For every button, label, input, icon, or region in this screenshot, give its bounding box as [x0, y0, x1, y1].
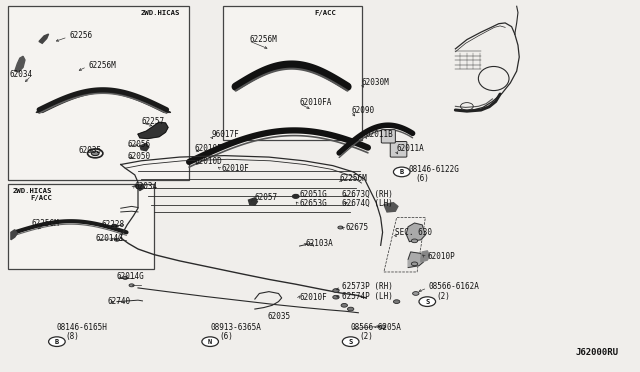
Text: 08146-6165H: 08146-6165H [57, 323, 108, 332]
Circle shape [49, 337, 65, 346]
Text: 2WD.HICAS
F/ACC: 2WD.HICAS F/ACC [12, 188, 52, 201]
Text: 08566-6205A: 08566-6205A [351, 323, 401, 332]
Text: (2): (2) [360, 332, 374, 341]
Text: 96017F: 96017F [211, 129, 239, 139]
Text: 62057: 62057 [255, 193, 278, 202]
Text: 2WD.HICAS: 2WD.HICAS [140, 10, 179, 16]
Polygon shape [39, 34, 49, 43]
Text: 62257: 62257 [141, 117, 164, 126]
Circle shape [338, 226, 343, 229]
Text: 62653G: 62653G [300, 199, 327, 208]
Text: 62034: 62034 [10, 70, 33, 79]
FancyBboxPatch shape [390, 141, 407, 157]
FancyBboxPatch shape [8, 184, 154, 269]
Text: 62010F: 62010F [194, 144, 222, 153]
Text: 62673Q (RH): 62673Q (RH) [342, 190, 393, 199]
Text: 62010F: 62010F [300, 294, 327, 302]
Text: 62056: 62056 [127, 140, 150, 149]
Text: 08913-6365A: 08913-6365A [210, 323, 261, 332]
Circle shape [394, 300, 400, 304]
Circle shape [341, 304, 348, 307]
Text: 62010D: 62010D [194, 157, 222, 166]
Text: 62675: 62675 [346, 223, 369, 232]
Text: (2): (2) [436, 292, 450, 301]
Text: (8): (8) [66, 332, 80, 341]
Circle shape [112, 225, 117, 228]
Text: 62051G: 62051G [300, 190, 327, 199]
Text: 62256M: 62256M [31, 219, 59, 228]
Text: 08566-6162A: 08566-6162A [429, 282, 479, 291]
Text: 62030M: 62030M [362, 78, 389, 87]
Circle shape [342, 337, 359, 346]
Circle shape [419, 297, 436, 307]
Text: 62573P (RH): 62573P (RH) [342, 282, 393, 291]
Text: 62256: 62256 [70, 31, 93, 41]
Circle shape [412, 262, 418, 266]
Text: 62010F: 62010F [221, 164, 249, 173]
Polygon shape [406, 223, 426, 241]
Circle shape [380, 325, 386, 329]
Polygon shape [384, 203, 398, 212]
Text: 62010P: 62010P [428, 252, 455, 261]
Text: (6): (6) [416, 174, 429, 183]
FancyBboxPatch shape [381, 130, 396, 143]
Circle shape [348, 307, 354, 311]
Text: 62103A: 62103A [306, 239, 333, 248]
Text: 62256M: 62256M [250, 35, 278, 44]
Text: 62090: 62090 [352, 106, 375, 115]
Text: S: S [425, 299, 429, 305]
Text: 62034: 62034 [135, 182, 158, 190]
Text: 62574P (LH): 62574P (LH) [342, 292, 393, 301]
Text: 08146-6122G: 08146-6122G [408, 165, 459, 174]
Circle shape [129, 284, 134, 287]
Text: 62674Q (LH): 62674Q (LH) [342, 199, 393, 208]
Circle shape [292, 195, 299, 198]
Circle shape [412, 239, 418, 243]
Text: J62000RU: J62000RU [576, 348, 619, 357]
Polygon shape [421, 251, 430, 262]
Circle shape [202, 337, 218, 346]
Text: 62011B: 62011B [366, 129, 394, 139]
Text: 62014G: 62014G [117, 272, 145, 281]
FancyBboxPatch shape [8, 6, 189, 180]
Text: 62050: 62050 [127, 152, 150, 161]
Circle shape [115, 238, 120, 241]
Text: 62256M: 62256M [339, 174, 367, 183]
Text: (6): (6) [219, 332, 233, 341]
Text: 62010FA: 62010FA [300, 98, 332, 107]
Text: N: N [208, 339, 212, 344]
Polygon shape [248, 198, 257, 205]
Circle shape [333, 289, 339, 292]
FancyBboxPatch shape [223, 6, 362, 140]
Polygon shape [408, 252, 424, 267]
Polygon shape [15, 56, 25, 72]
Text: 62740: 62740 [108, 297, 131, 306]
Circle shape [92, 151, 99, 155]
Circle shape [394, 167, 410, 177]
Polygon shape [140, 143, 149, 151]
Circle shape [413, 292, 419, 295]
Polygon shape [138, 122, 168, 138]
Circle shape [333, 295, 339, 299]
Text: 62228: 62228 [102, 221, 125, 230]
Polygon shape [135, 184, 145, 190]
Text: B: B [55, 339, 59, 344]
Text: B: B [399, 169, 404, 175]
Text: 62035: 62035 [268, 312, 291, 321]
Circle shape [123, 276, 128, 279]
Text: 62256M: 62256M [89, 61, 116, 70]
Text: 62011A: 62011A [397, 144, 424, 153]
Text: F/ACC: F/ACC [314, 10, 336, 16]
Text: 62014G: 62014G [95, 234, 123, 243]
Text: S: S [349, 339, 353, 344]
Text: 62035: 62035 [79, 146, 102, 155]
Polygon shape [11, 230, 17, 240]
Text: SEC. 630: SEC. 630 [396, 228, 433, 237]
